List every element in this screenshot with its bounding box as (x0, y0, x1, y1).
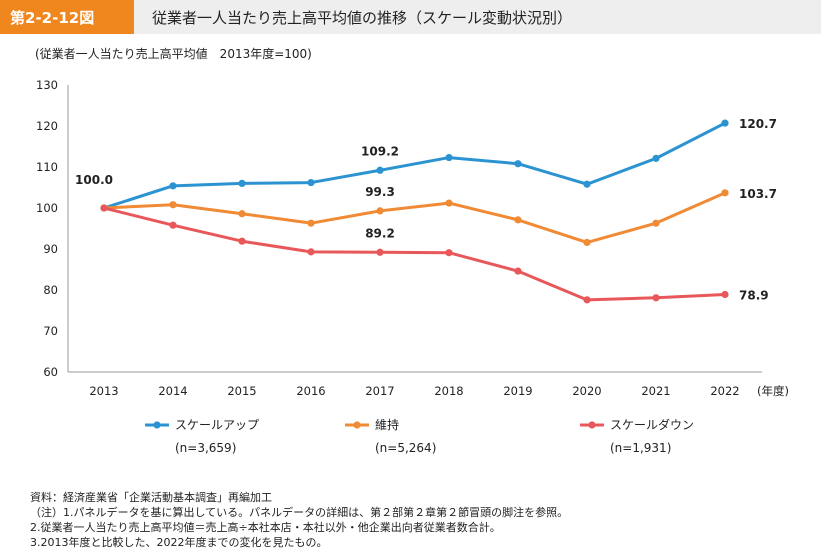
x-tick-label: 2013 (89, 384, 118, 398)
series-point (721, 290, 729, 299)
series-point (583, 296, 591, 304)
figure-number: 第2-2-12図 (10, 9, 95, 27)
data-label: 89.2 (365, 226, 395, 240)
note-3: 3.2013年度と比較した、2022年度までの変化を見たもの。 (30, 536, 328, 549)
x-tick-label: 2021 (641, 384, 670, 398)
line-chart: 60 70 80 90 100 110 120 130 2013 2014 2015 2016 2017… (36, 78, 789, 455)
data-label: 120.7 (739, 117, 777, 131)
series-point (514, 160, 522, 168)
x-tick-label: 2017 (365, 384, 394, 398)
x-tick-label: 2020 (572, 384, 601, 398)
y-tick-label: 80 (43, 283, 58, 297)
series-point (445, 199, 453, 207)
series-point (169, 221, 177, 229)
y-axis-unit-label: (従業者一人当たり売上高平均値 2013年度=100) (35, 47, 312, 61)
x-tick-label: 2016 (296, 384, 325, 398)
y-tick-label: 120 (36, 119, 58, 133)
x-tick-label: 2018 (434, 384, 463, 398)
y-tick-label: 70 (43, 324, 58, 338)
series-point (376, 207, 384, 215)
series-point (652, 154, 660, 162)
series-point (238, 179, 246, 187)
series-point (514, 267, 522, 275)
legend-label: スケールダウン (610, 417, 694, 432)
legend-n-label: (n=3,659) (175, 441, 236, 455)
series-point (376, 166, 384, 174)
series-point (307, 219, 315, 227)
legend-swatch-point (353, 421, 361, 429)
series-point (238, 210, 246, 218)
y-tick-label: 130 (36, 78, 58, 92)
series-point (514, 216, 522, 224)
legend-swatch-point (153, 421, 161, 429)
legend-swatch-point (588, 421, 596, 429)
series-point (238, 237, 246, 245)
note-1: （注）1.パネルデータを基に算出している。パネルデータの詳細は、第２部第２章第２… (30, 506, 569, 519)
x-tick-label: 2019 (503, 384, 532, 398)
series-point (445, 153, 453, 162)
series-point (652, 294, 660, 302)
data-label: 78.9 (739, 289, 769, 303)
note-2: 2.従業者一人当たり売上高平均値＝売上高÷本社本店・本社以外・他企業出向者従業者… (30, 521, 501, 534)
series-point (169, 201, 177, 209)
series-point (721, 189, 729, 197)
series-point (721, 119, 729, 127)
y-tick-label: 90 (43, 242, 58, 256)
legend-n-label: (n=5,264) (375, 441, 436, 455)
series-point (307, 178, 315, 187)
note-source: 資料：経済産業省「企業活動基本調査」再編加工 (30, 491, 272, 504)
data-label: 109.2 (361, 144, 399, 158)
y-tick-label: 60 (43, 365, 58, 379)
y-tick-label: 100 (36, 201, 58, 215)
y-tick-label: 110 (36, 160, 58, 174)
notes: 資料：経済産業省「企業活動基本調査」再編加工 （注）1.パネルデータを基に算出し… (30, 490, 568, 550)
x-axis-title: (年度) (757, 384, 789, 398)
series-line-2 (103, 206, 726, 302)
x-tick-label: 2015 (227, 384, 256, 398)
series-point (583, 238, 591, 247)
series-line-0 (103, 121, 726, 210)
series-point (307, 248, 315, 256)
legend-label: スケールアップ (175, 418, 259, 432)
figure-header: 第2-2-12図 従業者一人当たり売上高平均値の推移（スケール変動状況別） (0, 0, 821, 34)
series-line-1 (103, 191, 726, 244)
series-point (169, 182, 177, 190)
x-tick-label: 2014 (158, 384, 187, 398)
legend-n-label: (n=1,931) (610, 441, 671, 455)
figure-title: 従業者一人当たり売上高平均値の推移（スケール変動状況別） (152, 9, 573, 27)
series-point (376, 248, 384, 256)
series-point (583, 180, 591, 188)
series-point (100, 204, 108, 212)
series-point (652, 219, 660, 227)
legend-label: 維持 (375, 417, 399, 432)
data-label: 99.3 (365, 185, 395, 199)
data-label: 103.7 (739, 187, 777, 201)
x-tick-label: 2022 (710, 384, 739, 398)
data-label: 100.0 (75, 173, 113, 187)
series-point (445, 249, 453, 257)
figure-number-badge: 第2-2-12図 (0, 0, 134, 34)
